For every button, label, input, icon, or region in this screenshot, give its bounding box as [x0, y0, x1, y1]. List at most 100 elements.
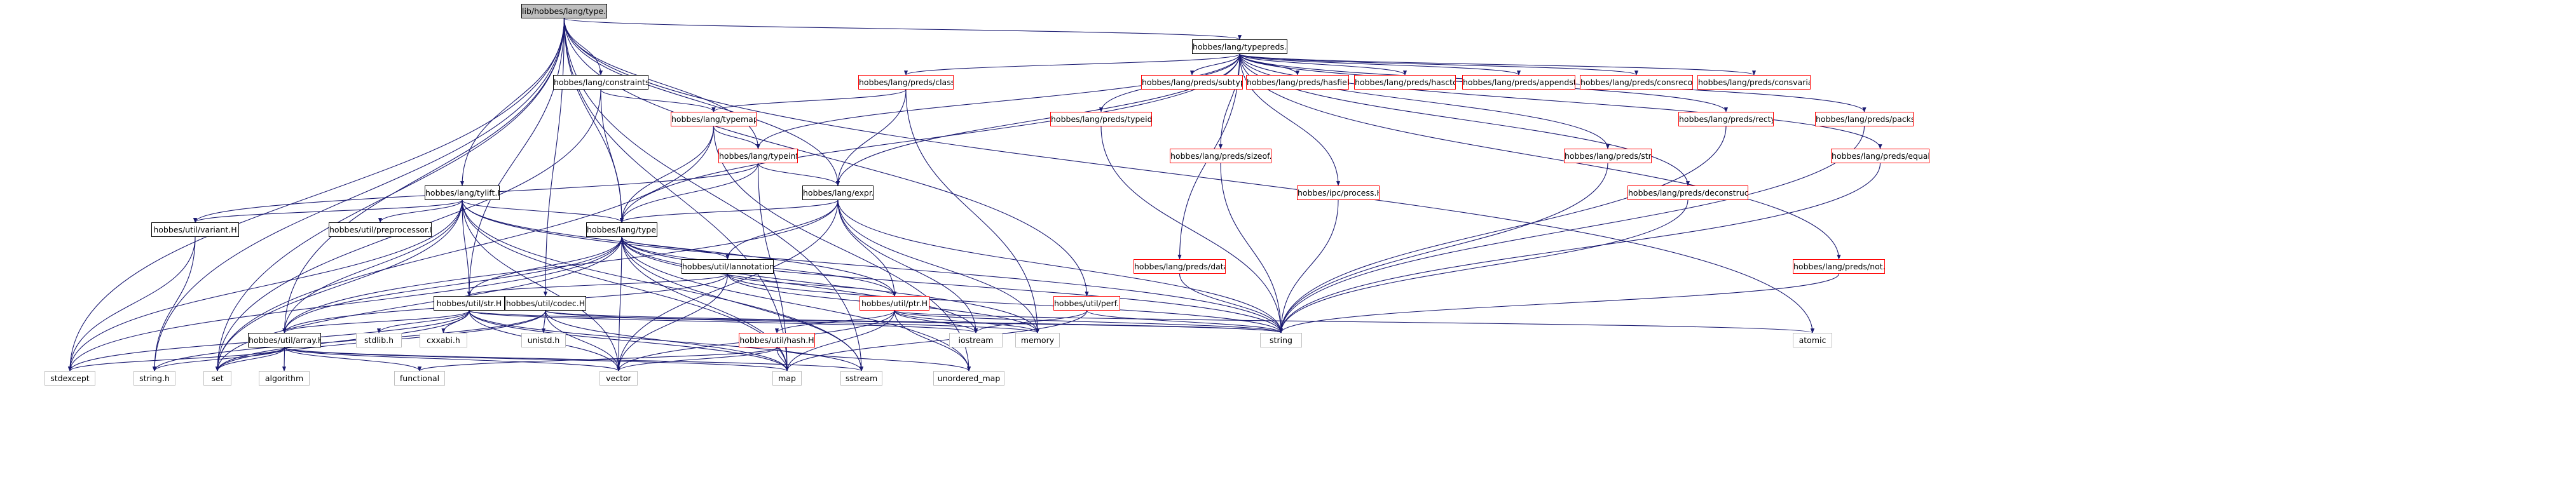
edge-tylift-to-preprocessor — [378, 199, 463, 223]
node-set: set — [203, 371, 231, 386]
edge-typepreds-to-appendsto — [1239, 53, 1521, 76]
node-util-ptr[interactable]: hobbes/util/ptr.H — [860, 296, 929, 311]
edge-expr-to-iostream — [837, 199, 978, 333]
edge-root-to-map — [563, 18, 790, 372]
node-type-h[interactable]: hobbes/lang/type.H — [586, 222, 657, 237]
node-preds-consrecord[interactable]: hobbes/lang/preds/consrecord.H — [1580, 75, 1693, 90]
node-util-array[interactable]: hobbes/util/array.H — [248, 333, 321, 347]
node-preds-str[interactable]: hobbes/lang/preds/str.H — [1564, 149, 1652, 163]
node-map: map — [772, 371, 802, 386]
edge-typepreds-to-consvariant — [1239, 53, 1756, 76]
edge-typeH-to-vector — [616, 236, 622, 372]
edge-predstr-to-string — [1278, 163, 1608, 333]
node-functional: functional — [394, 371, 445, 386]
edge-hash-to-vector — [617, 347, 778, 372]
node-ipc-process[interactable]: hobbes/ipc/process.H — [1297, 185, 1380, 200]
edge-array-to-functional — [284, 347, 422, 372]
node-preds-not[interactable]: hobbes/lang/preds/not.H — [1793, 259, 1885, 274]
edge-constraints-to-typeH — [600, 89, 624, 223]
node-preds-appendsto[interactable]: hobbes/lang/preds/appendsto.H — [1462, 75, 1575, 90]
edge-typepreds-to-process — [1239, 53, 1341, 186]
edge-codec-to-memory — [545, 310, 1039, 333]
edge-typepreds-to-hasctor — [1239, 53, 1407, 76]
node-util-lannotation[interactable]: hobbes/util/lannotation.H — [682, 259, 774, 274]
node-preds-deconstruct[interactable]: hobbes/lang/preds/deconstruct.H — [1627, 185, 1748, 200]
edge-tylift-to-stdexcept — [67, 199, 463, 372]
node-sstream: sstream — [840, 371, 882, 386]
node-preds-equal[interactable]: hobbes/lang/preds/equal.H — [1831, 149, 1929, 163]
edge-tylift-to-utilstr — [462, 199, 472, 297]
node-iostream: iostream — [949, 333, 1003, 347]
edge-class-to-typemap — [711, 89, 907, 112]
node-typemap[interactable]: hobbes/lang/typemap.H — [671, 112, 757, 126]
node-vector: vector — [599, 371, 638, 386]
edge-ptr-to-memory — [894, 310, 1039, 333]
node-string: string — [1260, 333, 1302, 347]
edge-perf-to-string — [1086, 310, 1283, 333]
edge-utilstr-to-set — [215, 310, 470, 372]
node-preds-recty[interactable]: hobbes/lang/preds/recty.H — [1678, 112, 1774, 126]
node-preds-hasfield[interactable]: hobbes/lang/preds/hasfield.H — [1246, 75, 1349, 90]
node-unordered-map: unordered_map — [933, 371, 1004, 386]
node-util-preprocessor[interactable]: hobbes/util/preprocessor.H — [329, 222, 432, 237]
node-atomic: atomic — [1793, 333, 1832, 347]
edge-typepreds-to-subtype — [1189, 53, 1240, 76]
edge-utilstr-to-iostream — [469, 310, 978, 333]
edge-typeH-to-stdexcept — [67, 236, 622, 372]
edge-tylift-to-variant — [193, 199, 463, 223]
node-util-perf[interactable]: hobbes/util/perf.H — [1053, 296, 1120, 311]
node-typepreds[interactable]: hobbes/lang/typepreds.H — [1192, 39, 1287, 54]
edge-ptr-to-map — [784, 310, 895, 372]
node-util-str[interactable]: hobbes/util/str.H — [434, 296, 505, 311]
edge-ptr-to-unordered_map — [894, 310, 971, 372]
edge-lannotation-to-string — [727, 273, 1283, 333]
edge-lannotation-to-utilstr — [467, 273, 729, 297]
edge-typepreds-to-predstr — [1239, 53, 1610, 149]
edge-expr-to-string — [837, 199, 1284, 333]
edge-typeH-to-lannotation — [621, 236, 730, 260]
edge-array-to-map — [284, 347, 789, 372]
edge-codec-to-string — [545, 310, 1283, 333]
edge-sizeof-to-string — [1220, 163, 1284, 333]
node-util-codec[interactable]: hobbes/util/codec.H — [505, 296, 586, 311]
node-typeinf[interactable]: hobbes/lang/typeinf.H — [718, 149, 798, 163]
node-preds-packsto[interactable]: hobbes/lang/preds/packsto.H — [1815, 112, 1914, 126]
node-string-h: string.h — [134, 371, 175, 386]
edge-process-to-string — [1278, 199, 1339, 333]
edge-expr-to-memory — [837, 199, 1040, 333]
edge-root-to-codec — [543, 18, 565, 297]
edge-root-to-typeH — [563, 18, 624, 223]
edge-hash-to-functional — [418, 347, 778, 372]
edge-typepreds-to-predsnot — [1239, 53, 1841, 260]
edge-hash-to-map — [776, 347, 790, 372]
edge-typeH-to-set — [215, 236, 622, 372]
node-expr[interactable]: hobbes/lang/expr.H — [802, 185, 874, 200]
node-preds-class[interactable]: hobbes/lang/preds/class.H — [858, 75, 954, 90]
node-preds-typeid[interactable]: hobbes/lang/preds/typeid.H — [1050, 112, 1152, 126]
edge-root-to-stdexcept — [67, 18, 565, 372]
node-constraints[interactable]: hobbes/lang/constraints.H — [553, 75, 648, 90]
node-preds-consvariant[interactable]: hobbes/lang/preds/consvariant.H — [1697, 75, 1811, 90]
edge-tylift-to-vector — [462, 199, 621, 372]
edge-array-to-set — [215, 347, 285, 372]
edge-variant-to-stringh — [152, 236, 196, 372]
edge-tylift-to-set — [215, 199, 463, 372]
edge-predsnot-to-string — [1279, 273, 1840, 333]
edge-class-to-expr — [835, 89, 907, 186]
node-preds-data[interactable]: hobbes/lang/preds/data.H — [1134, 259, 1226, 274]
edge-predsdata-to-string — [1179, 273, 1284, 333]
node-preds-hasctor[interactable]: hobbes/lang/preds/hasctor.H — [1354, 75, 1456, 90]
edge-typemap-to-typeH — [619, 126, 715, 223]
edge-root-to-typepreds — [563, 18, 1242, 40]
node-util-hash[interactable]: hobbes/util/hash.H — [739, 333, 815, 347]
node-stdlib-h: stdlib.h — [356, 333, 402, 347]
edge-typepreds-to-consrecord — [1239, 53, 1638, 76]
node-util-variant[interactable]: hobbes/util/variant.H — [151, 222, 239, 237]
node-preds-sizeof[interactable]: hobbes/lang/preds/sizeof.H — [1170, 149, 1271, 163]
node-root-type-c[interactable]: lib/hobbes/lang/type.C — [521, 4, 607, 18]
edge-codec-to-map — [545, 310, 790, 372]
node-tylift[interactable]: hobbes/lang/tylift.H — [425, 185, 500, 200]
node-preds-subtype[interactable]: hobbes/lang/preds/subtype.H — [1141, 75, 1243, 90]
